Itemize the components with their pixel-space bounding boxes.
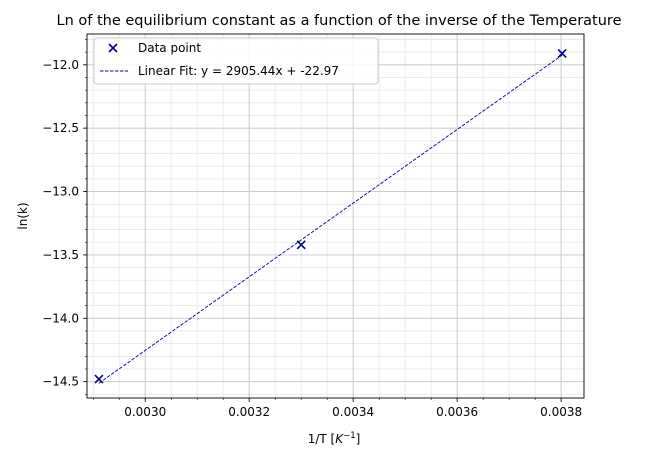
legend-label-linear-fit: Linear Fit: y = 2905.44x + -22.97	[138, 64, 339, 78]
legend-label-data-point: Data point	[138, 41, 201, 55]
x-tick-label: 0.0038	[540, 405, 582, 419]
x-tick-label: 0.0032	[228, 405, 270, 419]
y-tick-label: −13.0	[42, 185, 79, 199]
y-tick-label: −14.5	[42, 375, 79, 389]
legend: Data point Linear Fit: y = 2905.44x + -2…	[93, 37, 379, 85]
y-tick-label: −13.5	[42, 248, 79, 262]
plot-frame	[86, 33, 585, 399]
grid	[87, 34, 584, 398]
x-tick-label: 0.0036	[436, 405, 478, 419]
y-tick-label: −14.0	[42, 311, 79, 325]
x-axis-label-exponent: −1	[343, 431, 356, 441]
fit-line	[98, 54, 563, 384]
plot-marks	[94, 48, 567, 384]
y-tick-label: −12.5	[42, 121, 79, 135]
data-point	[557, 48, 567, 58]
y-tick-label: −12.0	[42, 58, 79, 72]
x-tick-label: 0.0034	[332, 405, 374, 419]
legend-marker-x-icon	[108, 43, 118, 53]
axis-ticks: 0.0030 0.0032 0.0034 0.0036 0.0038 −12.0 −12.5…	[42, 39, 582, 419]
y-axis-label: ln(k)	[16, 202, 30, 229]
chart-title: Ln of the equilibrium constant as a func…	[56, 13, 621, 29]
x-axis-label-unit: K	[335, 432, 344, 446]
x-axis-label: 1/T [K−1]	[308, 431, 361, 446]
legend-box	[93, 37, 379, 85]
x-tick-label: 0.0030	[124, 405, 166, 419]
x-axis-label-main: 1/T [	[308, 432, 336, 446]
data-point	[94, 374, 104, 384]
data-point	[296, 240, 306, 250]
x-axis-label-close: ]	[356, 432, 361, 446]
